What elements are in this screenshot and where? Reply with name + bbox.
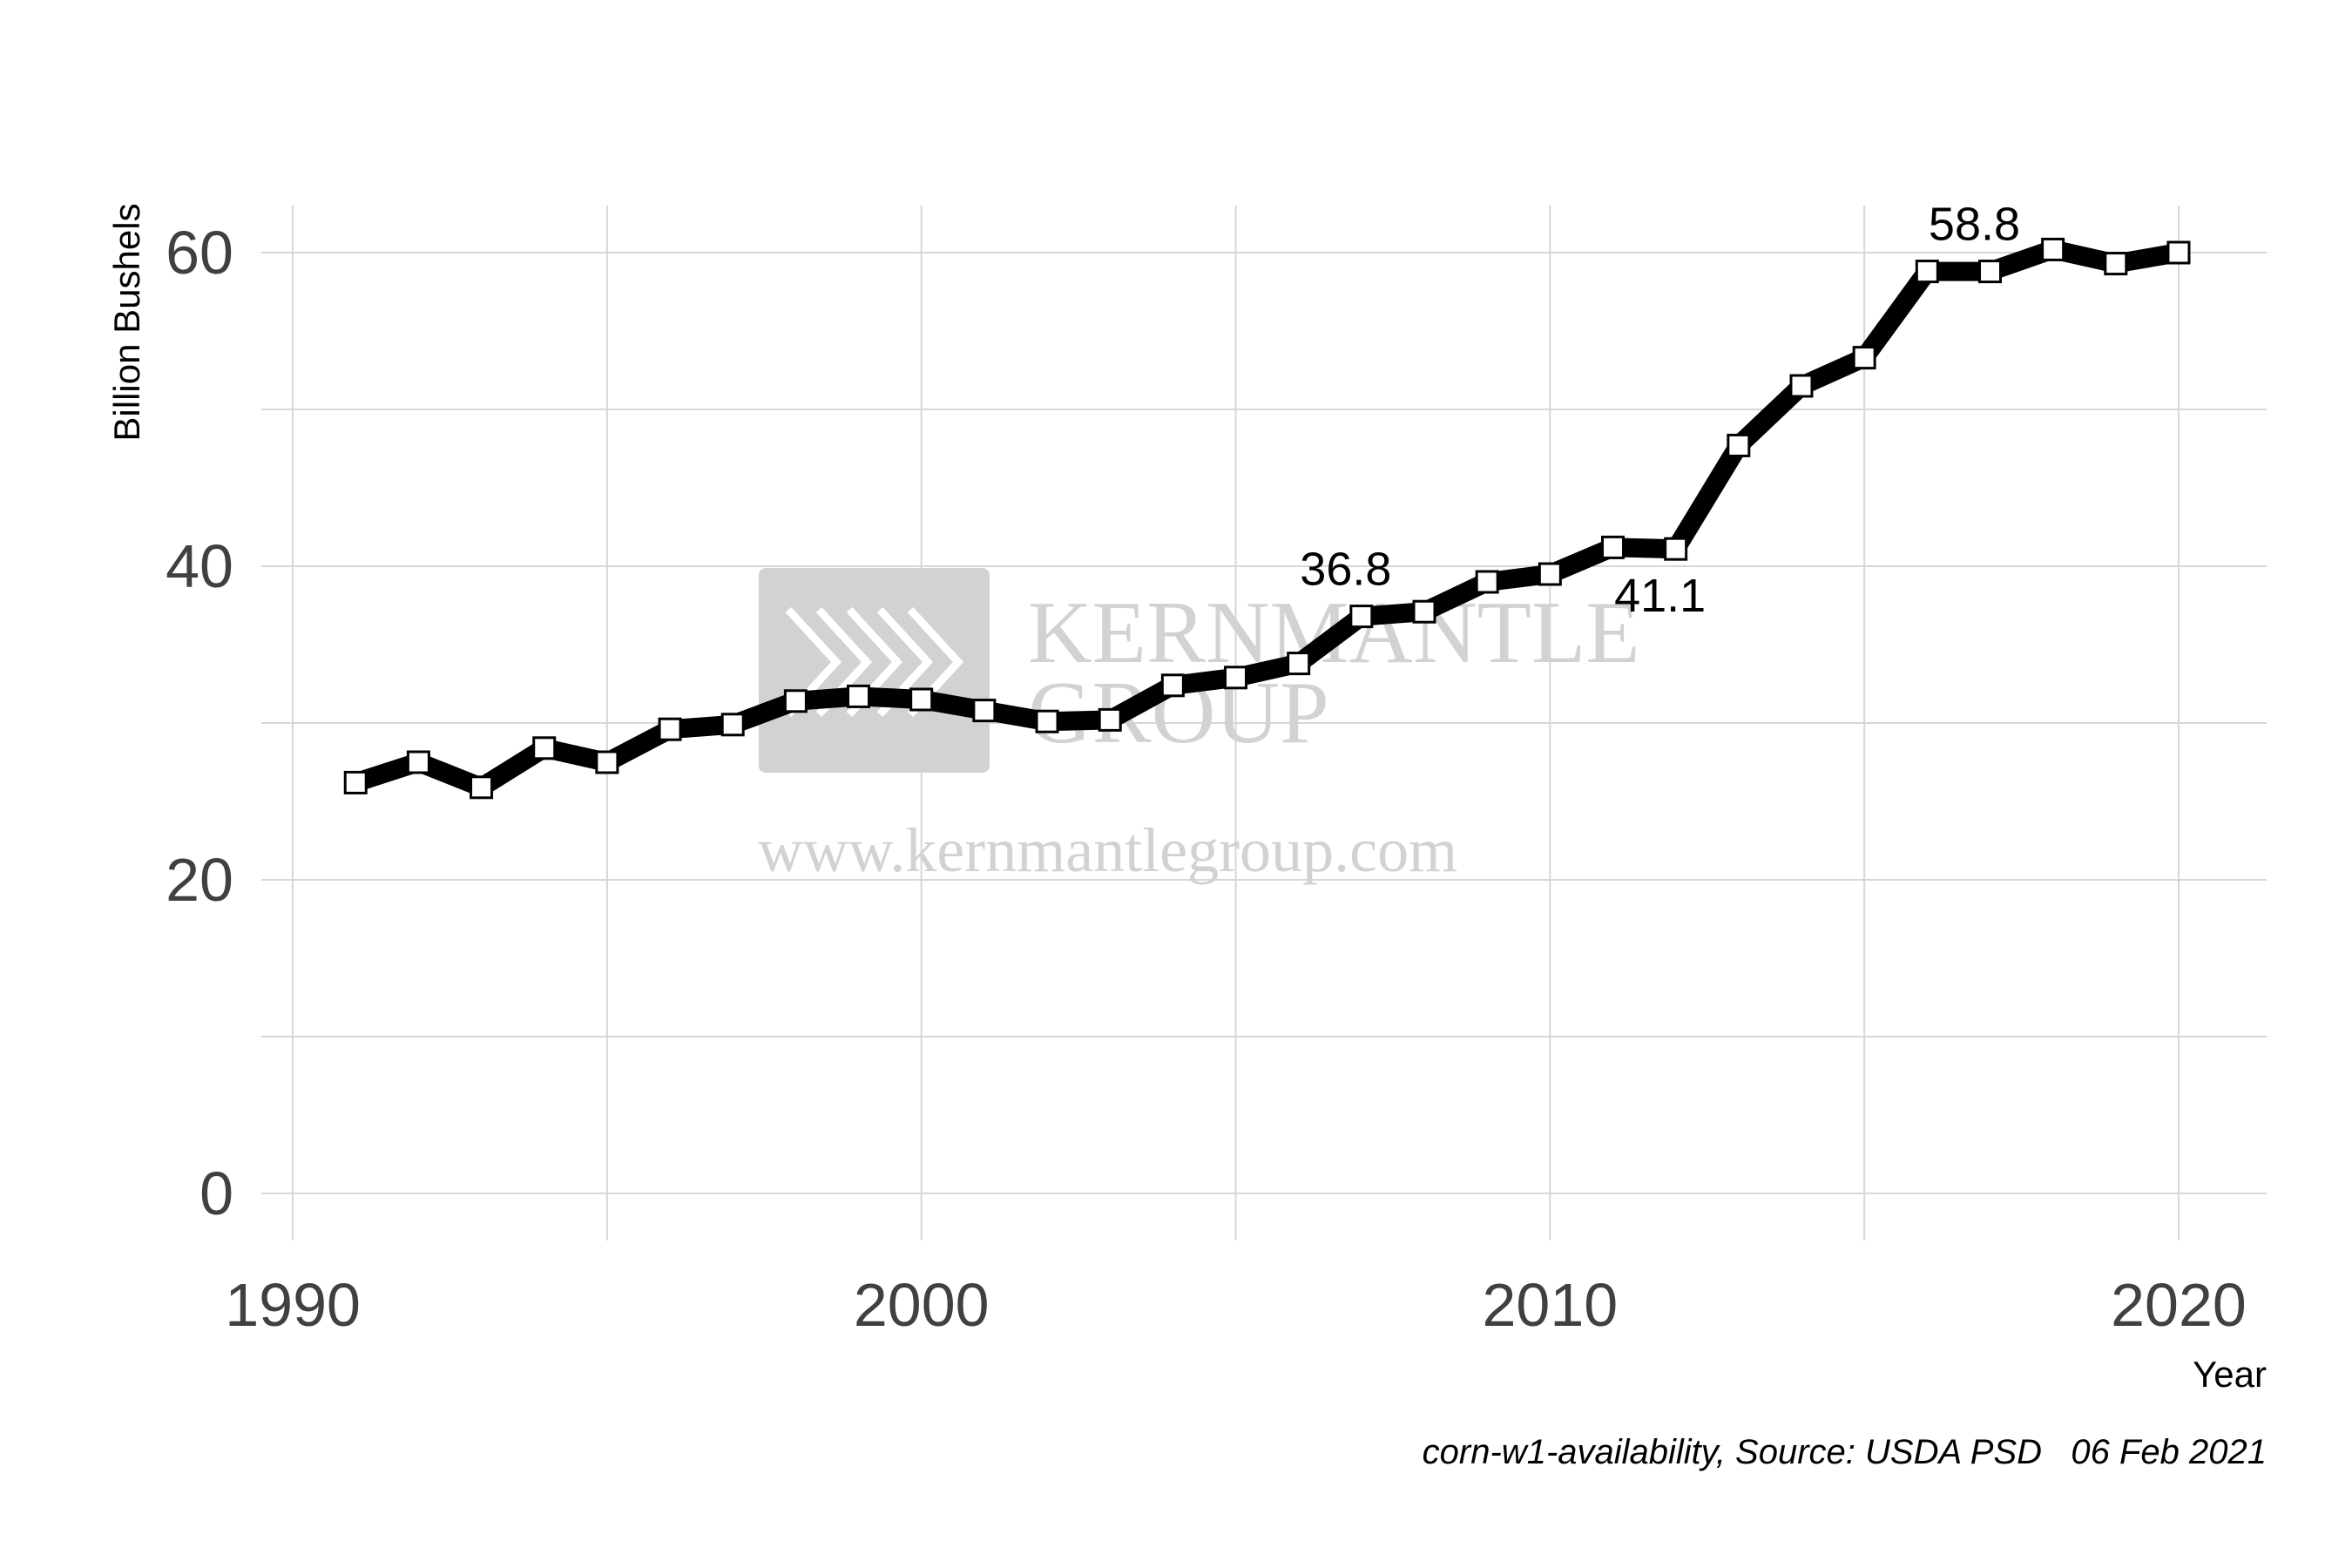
data-point [1727,433,1751,457]
data-point [470,775,494,800]
data-point [1349,605,1374,629]
data-label: 36.8 [1300,544,1391,596]
data-point [1664,537,1688,561]
y-tick-label: 0 [199,1159,233,1227]
data-point [1852,346,1876,370]
y-tick-label: 40 [166,532,233,600]
data-point [1601,535,1625,559]
watermark-logo [759,568,990,773]
data-label: 58.8 [1929,199,2020,251]
grid [261,206,2267,1240]
x-tick-label: 2020 [2111,1271,2247,1339]
data-point [1035,709,1059,733]
data-point [1287,652,1311,676]
y-axis-title: Billion Bushels [106,203,147,441]
x-axis-title: Year [2193,1354,2267,1395]
data-point [1789,374,1814,398]
x-tick-label: 1990 [225,1271,361,1339]
data-point [2104,252,2128,276]
annotations: 36.8 41.1 58.8 [1300,199,2020,623]
data-point [1475,570,1499,594]
watermark: KERNMANTLE GROUP www.kernmantlegroup.com [758,568,1640,885]
x-axis: 1990 2000 2010 2020 [225,1271,2247,1339]
data-point [720,713,745,737]
x-tick-label: 2000 [854,1271,990,1339]
data-point [1412,599,1436,624]
y-tick-label: 20 [166,846,233,914]
data-point [1915,260,1939,284]
data-point [658,717,682,741]
data-point [2041,237,2065,261]
data-point [1160,673,1185,698]
data-label: 41.1 [1614,570,1706,622]
data-point [1538,562,1562,586]
data-point [972,699,997,723]
data-point [1977,260,2002,284]
data-point [343,770,368,794]
data-point [909,687,934,712]
caption: corn-w1-availability, Source: USDA PSD 0… [1423,1433,2267,1471]
data-point [532,736,557,760]
data-point [847,684,871,708]
data-point [2166,240,2191,265]
data-point [406,750,430,774]
x-tick-label: 2010 [1482,1271,1618,1339]
data-point [1224,666,1248,690]
y-axis: 0 20 40 60 [166,219,233,1227]
data-point [1098,707,1122,732]
watermark-url: www.kernmantlegroup.com [758,815,1457,885]
y-tick-label: 60 [166,219,233,287]
data-point [595,750,619,774]
series-markers [343,237,2191,800]
data-point [783,689,808,713]
